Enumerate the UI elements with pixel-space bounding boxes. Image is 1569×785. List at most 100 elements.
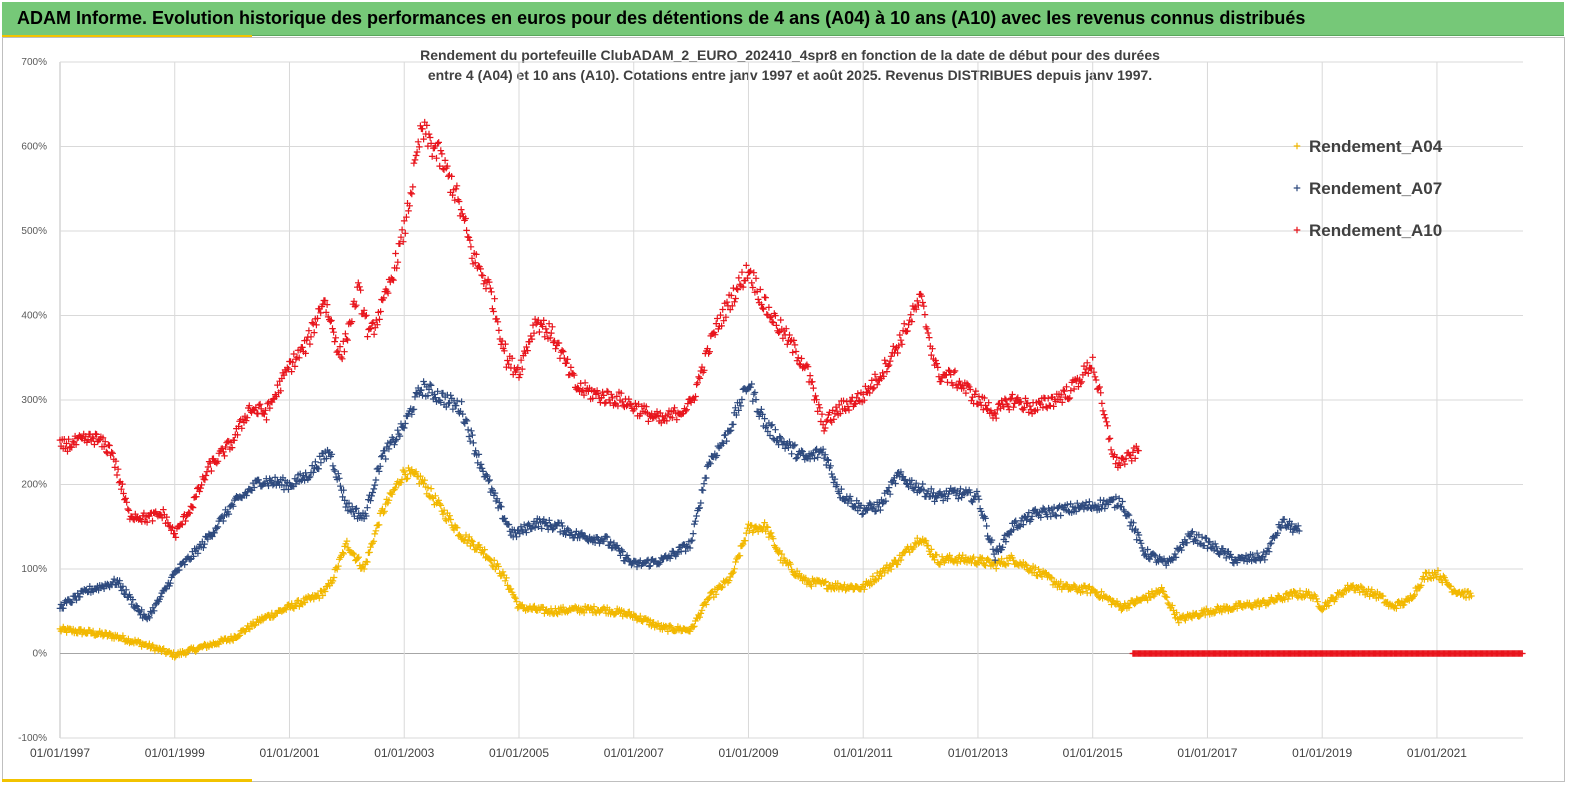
data-point — [696, 504, 703, 512]
data-point — [503, 574, 510, 582]
data-point — [1379, 592, 1387, 600]
data-point — [559, 522, 566, 530]
data-point — [976, 399, 984, 406]
data-point — [939, 497, 947, 504]
data-point — [580, 391, 588, 399]
data-point — [236, 632, 244, 639]
data-point — [991, 556, 999, 564]
data-point — [193, 493, 200, 500]
data-point — [1277, 524, 1285, 532]
data-point — [1080, 505, 1088, 513]
data-point — [231, 437, 238, 444]
data-point — [228, 444, 236, 451]
data-point — [574, 384, 581, 391]
data-point — [918, 292, 925, 300]
data-point — [198, 481, 205, 489]
data-point — [1249, 551, 1256, 559]
data-point — [124, 505, 132, 513]
data-point — [1274, 529, 1281, 537]
data-point — [467, 243, 475, 251]
data-point — [781, 445, 789, 452]
data-point — [288, 368, 295, 375]
chart-frame — [2, 37, 1565, 782]
data-point — [1092, 376, 1100, 384]
data-point — [738, 396, 746, 403]
data-point — [330, 328, 337, 336]
data-point — [1093, 589, 1101, 596]
data-point — [1152, 552, 1159, 559]
y-axis-ticks: -100% 0% 100% 200% 300% 400% 500% 600% 700% — [18, 57, 47, 744]
data-point — [462, 416, 470, 423]
data-point — [1010, 403, 1017, 411]
data-point — [172, 652, 180, 660]
data-point — [700, 480, 708, 487]
data-point — [1175, 619, 1183, 626]
data-point — [933, 360, 940, 367]
data-point — [1214, 603, 1221, 610]
data-point — [250, 484, 258, 491]
data-point — [392, 250, 399, 257]
data-point — [1028, 513, 1036, 520]
data-point — [804, 577, 812, 585]
data-point — [1070, 581, 1078, 589]
data-point — [211, 529, 218, 537]
data-point — [1119, 454, 1126, 462]
data-point — [351, 303, 359, 310]
data-point — [507, 585, 515, 593]
data-point — [201, 476, 209, 484]
data-point — [791, 341, 799, 349]
data-point — [944, 495, 951, 502]
data-point — [1145, 555, 1152, 562]
data-point — [707, 460, 714, 467]
data-point — [837, 410, 844, 417]
data-point — [825, 457, 832, 464]
data-point — [772, 426, 779, 433]
data-point — [433, 154, 440, 162]
data-point — [463, 227, 470, 234]
data-point — [472, 447, 479, 454]
data-point — [220, 448, 227, 456]
data-point — [360, 307, 368, 314]
legend-label: Rendement_A07 — [1309, 179, 1442, 198]
data-point — [732, 295, 739, 302]
data-point — [532, 519, 540, 527]
data-point — [1017, 398, 1025, 406]
data-point — [1178, 546, 1185, 554]
data-point — [870, 384, 878, 392]
data-point — [984, 406, 991, 413]
data-point — [847, 397, 855, 405]
data-point — [919, 480, 926, 488]
data-point — [1004, 560, 1012, 567]
data-point — [1072, 508, 1080, 515]
data-point — [734, 286, 741, 293]
x-axis-ticks: 01/01/1997 01/01/1999 01/01/2001 01/01/2003… — [30, 746, 1467, 760]
data-point — [593, 387, 601, 394]
data-point — [914, 297, 921, 305]
data-point — [375, 521, 383, 529]
data-point — [788, 450, 795, 458]
data-point — [1089, 585, 1096, 593]
data-point — [369, 489, 376, 496]
data-point — [727, 427, 735, 434]
data-point — [757, 286, 764, 293]
data-point — [956, 377, 963, 385]
data-point — [285, 486, 292, 493]
data-point — [410, 159, 418, 167]
data-point — [393, 264, 400, 272]
data-point — [871, 371, 879, 378]
data-point — [809, 378, 816, 385]
data-point — [1213, 543, 1220, 551]
data-point — [920, 302, 928, 310]
data-point — [1037, 514, 1045, 521]
data-point — [368, 492, 375, 500]
data-point — [439, 511, 447, 518]
data-point — [189, 504, 197, 511]
data-point — [808, 582, 815, 590]
data-point — [501, 577, 509, 585]
data-point — [344, 336, 351, 344]
data-point — [118, 485, 125, 493]
data-point — [1122, 455, 1130, 462]
data-point — [1070, 385, 1078, 393]
data-point — [833, 481, 841, 488]
